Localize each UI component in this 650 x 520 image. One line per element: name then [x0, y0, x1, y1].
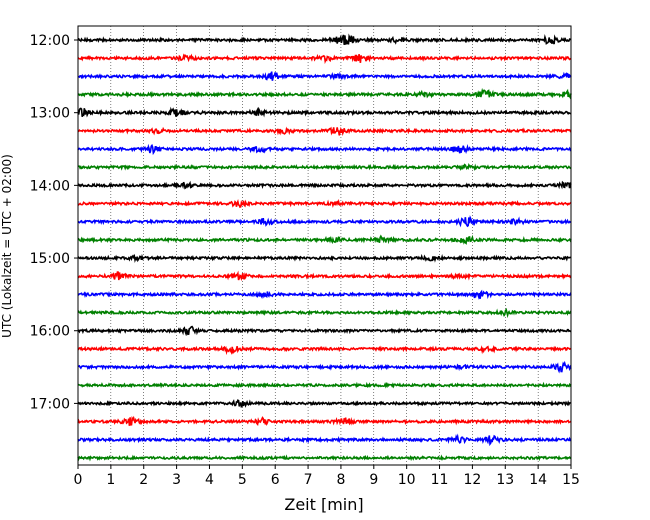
- trace-1415: [77, 198, 572, 209]
- x-axis-label: Zeit [min]: [284, 495, 363, 514]
- trace-1515: [77, 270, 572, 282]
- y-axis-label: UTC (Lokalzeit = UTC + 02:00): [0, 154, 14, 338]
- x-tick-label: 5: [238, 472, 247, 488]
- x-tick-label: 8: [336, 472, 345, 488]
- y-tick-label: 16:00: [30, 324, 70, 340]
- x-tick-label: 9: [369, 472, 378, 488]
- x-tick-label: 13: [496, 472, 514, 488]
- trace-1545: [77, 307, 572, 319]
- trace-1530: [77, 289, 572, 300]
- x-tick-label: 11: [431, 472, 449, 488]
- x-tick-label: 14: [529, 472, 547, 488]
- trace-1645: [77, 381, 572, 389]
- x-tick-label: 3: [172, 472, 181, 488]
- trace-1630: [77, 360, 572, 374]
- y-tick-label: 17:00: [30, 396, 70, 412]
- trace-1345: [77, 162, 572, 171]
- y-tick-label: 13:00: [30, 106, 70, 122]
- grid-lines: [110, 26, 539, 465]
- trace-1445: [77, 234, 572, 245]
- y-tick-label: 14:00: [30, 178, 70, 194]
- x-tick-label: 6: [271, 472, 280, 488]
- trace-1245: [77, 87, 572, 100]
- trace-1430: [77, 215, 572, 228]
- x-tick-label: 7: [304, 472, 313, 488]
- trace-1615: [77, 344, 572, 356]
- y-axis-ticks: 12:00 13:00 14:00 15:00 16:00 17:00: [30, 33, 78, 412]
- x-tick-label: 1: [106, 472, 115, 488]
- trace-1745: [77, 454, 572, 462]
- seismogram-traces: [77, 33, 572, 462]
- trace-1400: [77, 180, 572, 190]
- trace-1330: [77, 143, 572, 156]
- x-tick-label: 4: [205, 472, 214, 488]
- x-tick-label: 12: [463, 472, 481, 488]
- trace-1215: [77, 53, 572, 65]
- y-tick-label: 12:00: [30, 33, 70, 49]
- trace-1730: [77, 433, 572, 447]
- trace-1500: [77, 253, 572, 264]
- x-tick-label: 15: [562, 472, 580, 488]
- trace-1315: [77, 126, 572, 137]
- x-axis-ticks: 0 1 2 3 4 5 6 7 8 9 10 11 12 13 14 15: [74, 465, 580, 488]
- trace-1600: [77, 325, 572, 337]
- x-tick-label: 0: [74, 472, 83, 488]
- trace-1230: [77, 71, 572, 81]
- x-tick-label: 2: [139, 472, 148, 488]
- trace-1700: [77, 399, 572, 408]
- trace-1200: [77, 33, 572, 45]
- plot-frame: [77, 25, 572, 466]
- x-tick-label: 10: [398, 472, 416, 488]
- trace-1300: [77, 106, 572, 118]
- trace-1715: [77, 415, 572, 427]
- y-tick-label: 15:00: [30, 251, 70, 267]
